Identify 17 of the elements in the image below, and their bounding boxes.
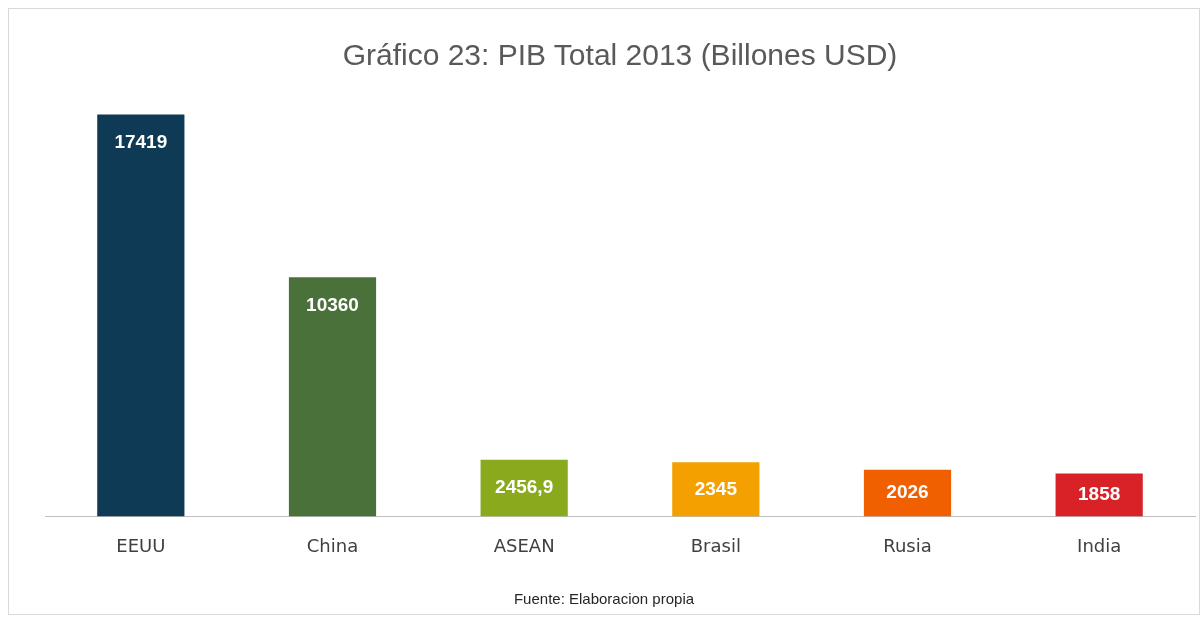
chart-title: Gráfico 23: PIB Total 2013 (Billones USD) — [342, 38, 898, 72]
bar — [288, 277, 377, 517]
x-tick-label: China — [306, 534, 359, 556]
x-tick-label: Rusia — [883, 534, 932, 556]
data-label: 2026 — [886, 481, 929, 503]
data-label: 2456,9 — [495, 475, 554, 497]
x-tick-label: India — [1077, 534, 1122, 556]
data-label: 17419 — [114, 130, 168, 152]
data-label: 1858 — [1078, 483, 1121, 505]
data-label: 10360 — [306, 293, 359, 315]
source-note: Fuente: Elaboracion propia — [513, 590, 695, 608]
bar — [672, 462, 760, 517]
bar — [97, 114, 185, 517]
x-tick-label: Brasil — [690, 534, 741, 556]
x-tick-label: ASEAN — [493, 534, 555, 556]
data-label: 2345 — [694, 477, 738, 499]
x-tick-label: EEUU — [116, 534, 166, 556]
